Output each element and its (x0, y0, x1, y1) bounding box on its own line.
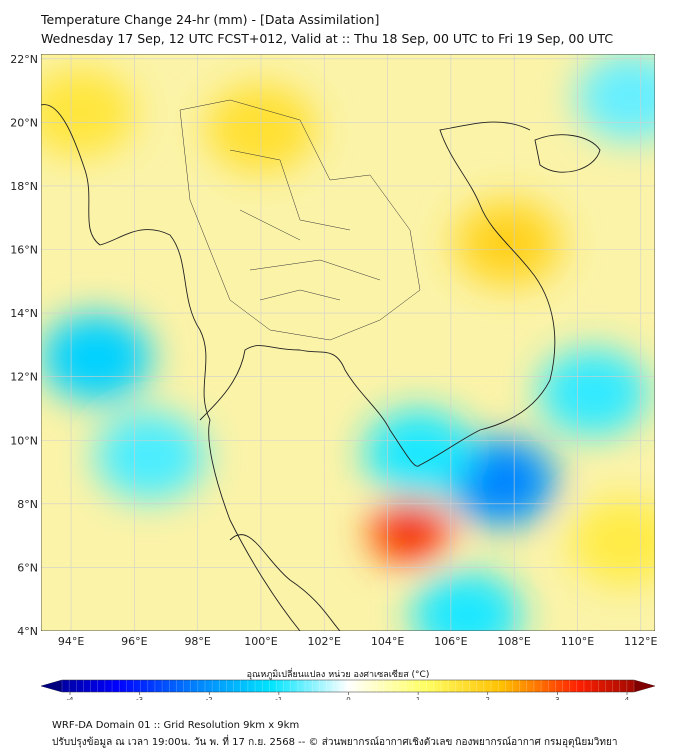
colorbar-tick-label: 4 (625, 696, 630, 700)
lat-tick-label: 22°N (10, 53, 38, 66)
footer-model-info: WRF-DA Domain 01 :: Grid Resolution 9km … (52, 720, 300, 731)
lon-tick-label: 108°E (497, 635, 530, 648)
anomaly-core (476, 462, 527, 501)
footer-credit: ปรับปรุงข้อมูล ณ เวลา 19:00น. วัน พ. ที่… (52, 737, 618, 748)
colorbar-tick-label: -3 (136, 696, 143, 700)
map-subtitle: Wednesday 17 Sep, 12 UTC FCST+012, Valid… (41, 31, 614, 46)
anomaly-blob (576, 54, 655, 141)
colorbar-tick-label: -4 (67, 696, 75, 700)
lat-tick-label: 14°N (10, 307, 38, 320)
colorbar-label: อุณหภูมิเปลี่ยนแปลง หน่วย องศาเซลเซียส (… (246, 670, 430, 680)
lat-tick-label: 8°N (17, 498, 38, 511)
lon-tick-label: 94°E (58, 635, 84, 648)
lat-tick-label: 18°N (10, 180, 38, 193)
coastlines (41, 104, 601, 631)
anomaly-blob (411, 571, 522, 631)
lon-tick-label: 110°E (561, 635, 594, 648)
anomaly-blob (364, 408, 475, 497)
temperature-map: 94°E 96°E 98°E 100°E 102°E 104°E 106°E 108°E 110… (10, 53, 657, 700)
province-borders (179, 99, 421, 341)
anomaly-blob (41, 313, 152, 402)
lon-tick-label: 102°E (308, 635, 341, 648)
lat-tick-label: 4°N (17, 625, 38, 638)
colorbar-tick-label: 3 (555, 696, 559, 700)
anomaly-core (483, 223, 533, 263)
anomaly-blob (41, 68, 136, 157)
lon-tick-label: 112°E (624, 635, 657, 648)
colorbar-tick-label: -2 (206, 696, 213, 700)
lat-tick-label: 12°N (10, 371, 38, 384)
lon-tick-label: 106°E (434, 635, 467, 648)
map-title: Temperature Change 24-hr (mm) - [Data As… (41, 12, 380, 27)
anomaly-blob (95, 412, 206, 501)
colorbar-tick-label: 2 (486, 696, 490, 700)
colorbar-tick-label: -1 (275, 696, 282, 700)
anomaly-blob (538, 348, 649, 437)
lat-tick-label: 16°N (10, 244, 38, 257)
lon-tick-label: 104°E (371, 635, 404, 648)
anomaly-blob (569, 497, 655, 586)
lat-tick-label: 6°N (17, 561, 38, 574)
lat-tick-label: 10°N (10, 434, 38, 447)
lon-tick-label: 98°E (184, 635, 210, 648)
colorbar: -4 -3 -2 -1 0 1 2 3 4 (40, 679, 656, 700)
lon-tick-label: 100°E (244, 635, 277, 648)
anomaly-core (391, 518, 428, 547)
colorbar-tick-label: 1 (416, 696, 420, 700)
lon-tick-label: 96°E (121, 635, 147, 648)
lat-tick-label: 20°N (10, 116, 38, 129)
colorbar-tick-label: 0 (346, 696, 350, 700)
